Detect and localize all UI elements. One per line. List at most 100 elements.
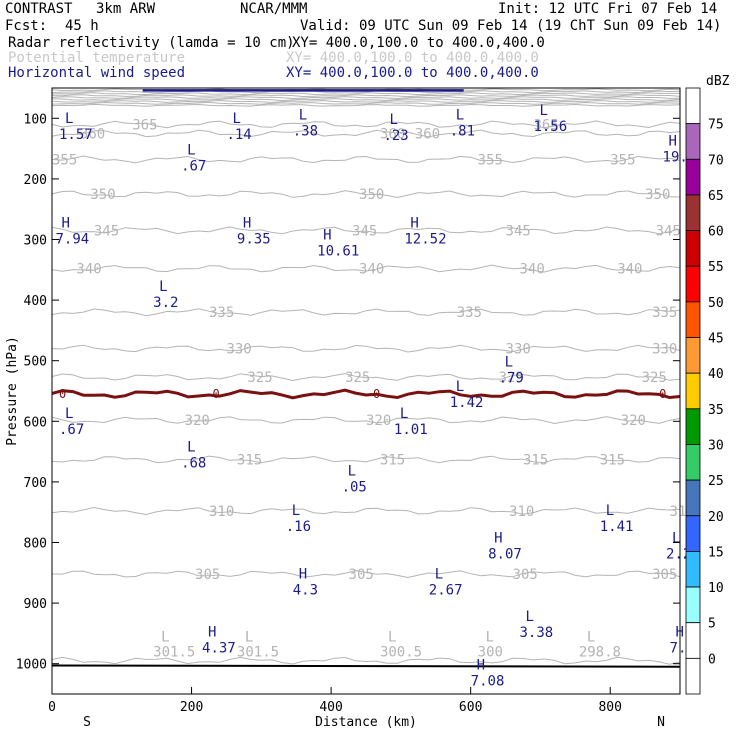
theta-contour-345: [51, 226, 681, 235]
wind-extremum-value: 3.38: [520, 625, 554, 641]
theta-label: 360: [415, 126, 440, 142]
freezing-line-label: 0: [659, 387, 666, 401]
colorbar-level-label: 45: [708, 332, 724, 347]
y-axis-label: Pressure (hPa): [5, 336, 20, 446]
theta-contour-330: [51, 344, 681, 353]
wind-max-marker: H: [323, 227, 331, 243]
surface-theta-label: 301.5: [237, 645, 279, 661]
wind-extremum-value: 4.3: [293, 583, 318, 599]
freezing-line-group: [51, 388, 681, 400]
colorbar-level-label: 40: [708, 367, 724, 382]
theta-label: 345: [94, 223, 119, 239]
surface-line: [51, 664, 681, 668]
wind-extremum-value: 7.94: [55, 231, 89, 247]
surface-theta-label: 298.8: [579, 645, 621, 661]
colorbar-level-label: 65: [708, 189, 724, 204]
surface-L-marker: L: [245, 630, 253, 646]
y-tick-label: 1000: [16, 658, 47, 673]
surface-L-marker: L: [486, 630, 494, 646]
theta-contour-320: [51, 416, 681, 425]
forecast-hours: 45 h: [65, 18, 99, 34]
wind-min-marker: L: [505, 355, 513, 371]
y-tick-label: 200: [24, 173, 47, 188]
theta-label: 365: [533, 117, 558, 133]
theta-label: 305: [652, 567, 677, 583]
x-tick-label: 600: [459, 700, 482, 715]
colorbar-swatch: [685, 158, 701, 196]
x-tick-label: 200: [180, 700, 203, 715]
wind-extremum-value: .05: [342, 480, 367, 496]
wind-max-marker: H: [410, 215, 418, 231]
theta-contour-325: [51, 373, 681, 382]
wind-extremum-value: 3.2: [153, 295, 178, 311]
theta-contour-315: [51, 455, 681, 464]
colorbar-level-label: 5: [708, 617, 716, 632]
theta-label: 310: [209, 504, 234, 520]
field-reflectivity-xy: XY= 400.0,100.0 to 400.0,400.0: [292, 35, 545, 51]
colorbar-swatch: [685, 301, 701, 338]
y-tick-label: 600: [24, 415, 47, 430]
colorbar-level-label: 60: [708, 225, 724, 240]
wind-max-marker: H: [669, 133, 677, 149]
theta-contour-upper: [51, 96, 681, 100]
field-reflectivity-name: Radar reflectivity (lamda = 10 cm): [8, 35, 295, 51]
theta-contours: [51, 88, 681, 668]
wind-min-marker: L: [400, 406, 408, 422]
wind-extremum-value: 1.01: [394, 422, 428, 438]
theta-label: 325: [247, 370, 272, 386]
x-tick-label: 800: [598, 700, 621, 715]
y-tick-label: 300: [24, 234, 47, 249]
colorbar-swatch: [685, 194, 701, 231]
colorbar-swatch: [685, 586, 701, 624]
colorbar-swatch: [685, 265, 701, 303]
colorbar-swatch: [685, 372, 701, 410]
colorbar-level-label: 15: [708, 545, 724, 560]
wind-min-marker: L: [348, 464, 356, 480]
surface-theta-label: 300: [478, 645, 503, 661]
wind-extremum-value: .16: [286, 519, 311, 535]
wind-max-marker: H: [243, 215, 251, 231]
wind-extremum-value: 4.37: [202, 640, 236, 656]
theta-contour-upper: [51, 92, 680, 96]
colorbar-swatch: [685, 622, 701, 659]
theta-contour-360: [51, 129, 681, 138]
wind-extremum-value: .67: [59, 422, 84, 438]
theta-label: 330: [226, 342, 251, 358]
surface-L-marker: L: [388, 630, 396, 646]
theta-label: 340: [617, 262, 642, 278]
theta-contour-upper: [51, 103, 681, 107]
wind-extremum-value: 2.67: [429, 583, 463, 599]
wind-extremum-value: .67: [181, 159, 206, 175]
wind-min-marker: L: [65, 406, 73, 422]
wind-extremum-value: .14: [226, 127, 251, 143]
wind-min-marker: L: [456, 107, 464, 123]
colorbar-swatch: [685, 551, 701, 588]
wind-extremum-value: .79: [499, 371, 524, 387]
colorbar-level-label: 0: [708, 652, 716, 667]
theta-label: 355: [52, 153, 77, 169]
theta-label: 325: [345, 370, 370, 386]
forecast-label: Fcst:: [5, 18, 48, 34]
theta-label: 330: [652, 342, 677, 358]
colorbar-level-label: 25: [708, 474, 724, 489]
theta-contour-355: [51, 155, 681, 164]
theta-contour-335: [51, 308, 681, 317]
wind-extremum-value: .38: [293, 123, 318, 139]
theta-contour-365: [51, 120, 681, 129]
colorbar-swatch: [685, 87, 701, 125]
theta-contour-305: [51, 570, 681, 579]
colorbar-swatch: [685, 408, 701, 445]
colorbar-level-label: 10: [708, 581, 724, 596]
wind-min-marker: L: [672, 530, 680, 546]
theta-label: 305: [513, 567, 538, 583]
wind-min-marker: L: [606, 503, 614, 519]
wind-extremum-value: 1.41: [600, 519, 634, 535]
theta-contour-upper: [51, 94, 681, 98]
theta-label: 330: [506, 342, 531, 358]
surface-L-marker: L: [587, 630, 595, 646]
y-tick-label: 700: [24, 476, 47, 491]
organization: NCAR/MMM: [240, 1, 308, 17]
wind-max-marker: H: [208, 624, 216, 640]
theta-label: 360: [80, 126, 105, 142]
